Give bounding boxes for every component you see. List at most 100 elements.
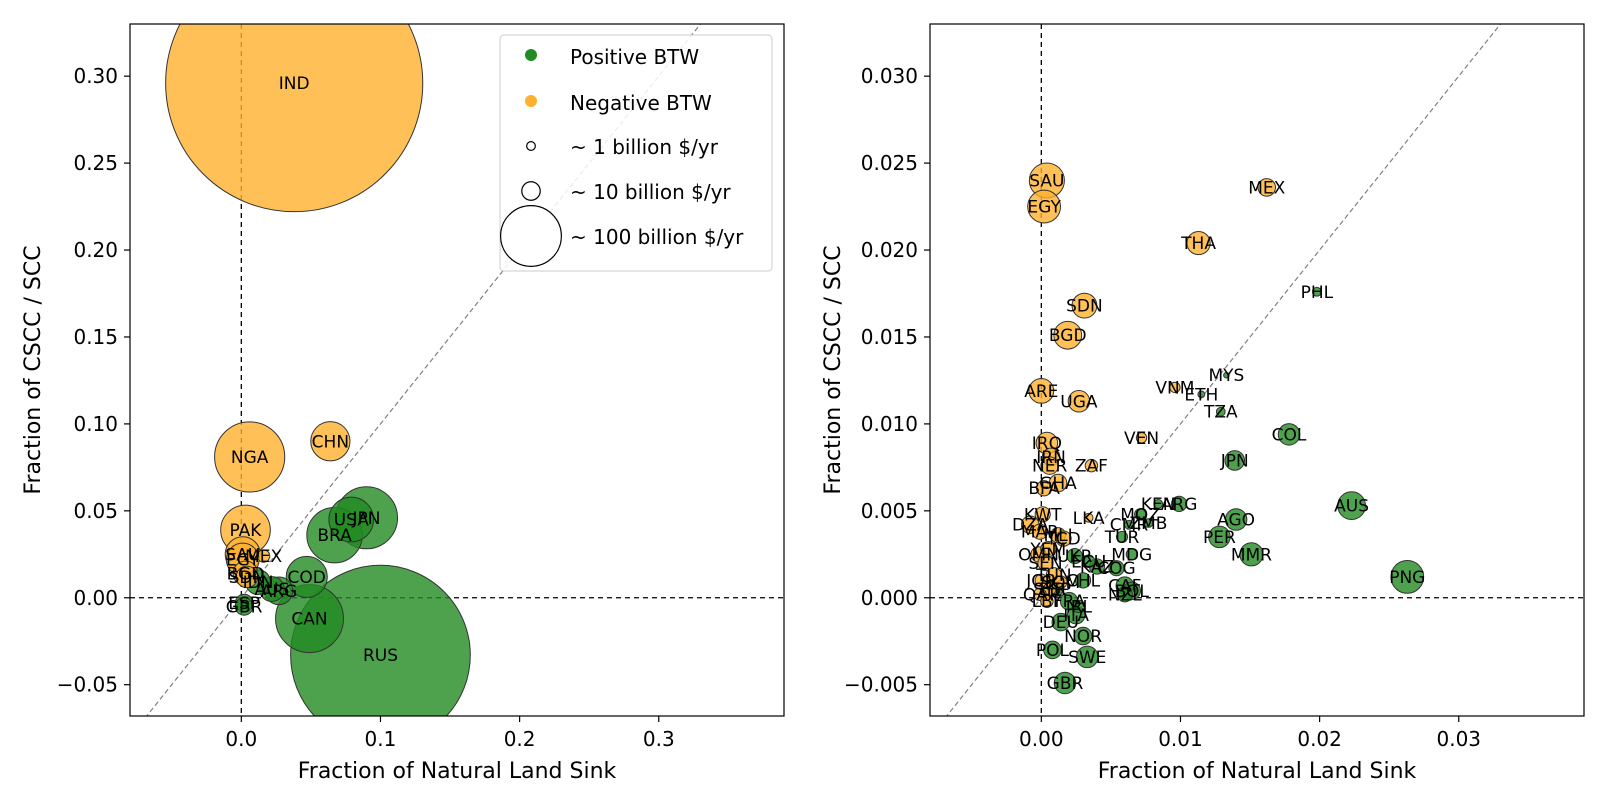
point-label-sau: SAU	[225, 545, 260, 565]
point-label-mex: MEX	[245, 547, 282, 567]
point-label-tur: TUR	[1104, 528, 1140, 548]
y-tick-label: 0.15	[73, 325, 118, 349]
axes-frame	[129, 23, 785, 717]
point-label-qat: QAT	[1023, 585, 1058, 605]
legend-entry-label: ~ 1 billion $/yr	[570, 135, 719, 159]
point-label-col: COL	[1272, 425, 1307, 445]
bubble-sen	[1037, 554, 1054, 572]
x-tick-label: 0.1	[365, 727, 397, 751]
bubble-mex	[1257, 178, 1277, 197]
point-label-swe: SWE	[1068, 648, 1106, 668]
point-label-chn: CHN	[312, 432, 349, 452]
legend-box	[499, 34, 773, 272]
point-label-ago: AGO	[1217, 511, 1255, 531]
bubble-ago	[1224, 508, 1248, 531]
point-label-zmb: ZMB	[1129, 514, 1167, 534]
bubble-phl	[1311, 286, 1322, 297]
bubble-uga	[1067, 390, 1091, 413]
point-label-kaz: KAZ	[1080, 557, 1114, 577]
legend-marker	[525, 95, 537, 107]
point-label-nzl: NZL	[1108, 585, 1142, 605]
legend-marker	[526, 141, 536, 151]
point-label-usa: USA	[334, 511, 370, 531]
y-tick-label: 0.05	[73, 499, 118, 523]
point-label-omn: OMN	[1018, 545, 1059, 565]
bubble-are	[1028, 377, 1055, 404]
point-label-ind: IND	[279, 74, 310, 94]
point-label-som: SOM	[1041, 573, 1080, 593]
point-label-can: CAN	[291, 610, 327, 630]
point-label-cmr: CMR	[1110, 516, 1149, 536]
point-label-arg: ARG	[261, 582, 298, 602]
legend-marker	[500, 205, 562, 267]
y-tick-label: 0.015	[861, 325, 918, 349]
bubble-lby	[1040, 594, 1054, 608]
point-label-ken: KEN	[1141, 495, 1176, 515]
identity-line	[945, 24, 1502, 716]
point-label-uga: UGA	[1060, 392, 1098, 412]
bubble-bfa	[1036, 480, 1053, 497]
point-label-gha: GHA	[1039, 474, 1077, 494]
bubble-ind	[165, 24, 424, 213]
y-tick-label: 0.025	[861, 151, 918, 175]
y-tick-label: 0.020	[861, 238, 918, 262]
point-label-kwt: KWT	[1024, 505, 1062, 525]
bubble-vnm	[1169, 381, 1181, 394]
bubble-ven	[1135, 432, 1148, 444]
legend-entry-label: Negative BTW	[570, 91, 712, 115]
bubble-nzl	[1116, 586, 1133, 603]
point-label-pak: PAK	[230, 521, 263, 541]
point-label-bfa: BFA	[1028, 479, 1060, 499]
bubble-mex	[256, 549, 271, 563]
bubble-bgd	[1053, 320, 1083, 350]
point-label-chl: CHL	[1066, 571, 1101, 591]
point-label-gbr: GBR	[226, 597, 263, 617]
bubble-nor	[1073, 626, 1093, 646]
y-axis-label: Fraction of CSCC / SCC	[821, 245, 846, 494]
bubble-mys	[1223, 371, 1230, 379]
bubble-ukr	[1066, 547, 1083, 565]
point-label-sdn: SDN	[229, 568, 266, 588]
bubble-ken	[1153, 498, 1164, 509]
point-label-mdg: MDG	[1111, 545, 1152, 565]
point-label-aus: AUS	[1334, 497, 1369, 517]
point-label-egy: EGY	[1027, 198, 1061, 218]
bubble-chl	[1074, 572, 1092, 589]
point-label-sau: SAU	[1029, 171, 1064, 191]
bubble-mdg	[1125, 548, 1138, 561]
point-label-mmr: MMR	[1231, 545, 1272, 565]
point-label-tza: TZA	[1203, 403, 1238, 423]
point-label-caf: CAF	[1108, 577, 1141, 597]
point-label-gbr: GBR	[1047, 674, 1084, 694]
bubble-tcd	[1055, 530, 1072, 547]
bubble-mmr	[1239, 542, 1264, 567]
bubble-kwt	[1034, 506, 1051, 523]
point-label-per: PER	[1203, 528, 1236, 548]
point-label-mar: MAR	[1021, 523, 1059, 543]
point-label-rus: RUS	[363, 646, 398, 666]
point-label-irn: IRN	[1036, 448, 1066, 468]
x-tick-label: 0.02	[1297, 727, 1342, 751]
point-label-are: ARE	[1024, 382, 1058, 402]
y-tick-label: 0.30	[73, 64, 118, 88]
bubble-sdn	[1071, 292, 1098, 319]
point-label-jor: JOR	[1025, 571, 1056, 591]
y-tick-label: −0.005	[844, 673, 918, 697]
point-label-irl: IRL	[1066, 597, 1093, 617]
point-label-tcd: TCD	[1045, 530, 1080, 550]
point-label-bra: BRA	[317, 526, 352, 546]
bubble-ecu	[1081, 554, 1096, 568]
bubble-tza	[1215, 406, 1226, 417]
bubble-chn	[310, 421, 351, 462]
point-label-fra: FRA	[1053, 592, 1086, 612]
bubble-gbr	[234, 597, 254, 616]
x-axis-label: Fraction of Natural Land Sink	[1098, 759, 1417, 784]
axes-frame	[929, 23, 1585, 717]
bubble-jor	[1034, 573, 1049, 588]
bubble-aus	[1337, 491, 1366, 520]
y-tick-label: −0.05	[57, 673, 118, 697]
point-label-tun: TUN	[1035, 566, 1072, 586]
bubble-arg	[1170, 495, 1188, 512]
y-tick-label: 0.00	[73, 586, 118, 610]
